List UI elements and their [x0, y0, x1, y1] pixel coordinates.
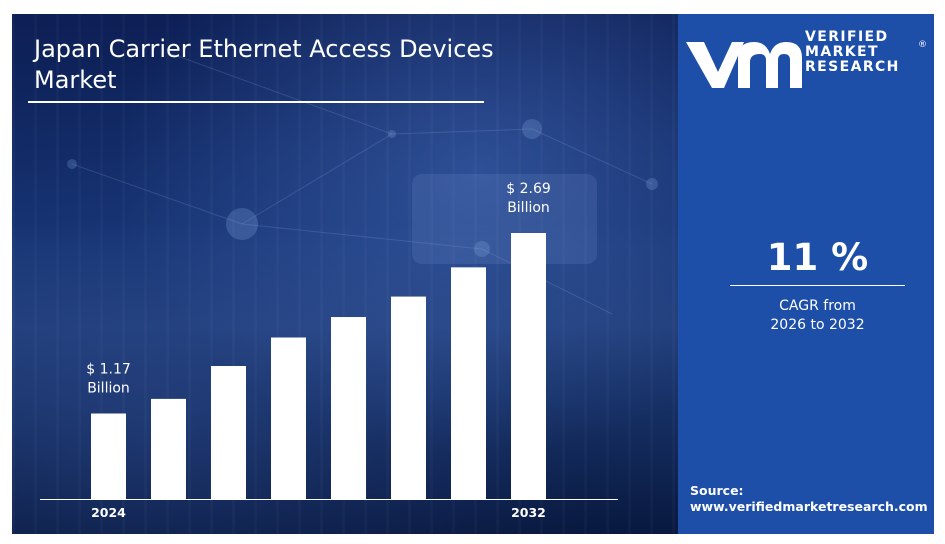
- page-title: Japan Carrier Ethernet Access Devices Ma…: [34, 35, 494, 94]
- data-label-7-line2: Billion: [507, 200, 550, 216]
- bar-5: [391, 296, 426, 499]
- data-label-0-line1: $ 1.17: [86, 362, 131, 378]
- brand-line-market: MARKET: [805, 44, 879, 60]
- bar-6: [451, 267, 486, 499]
- summary-panel: [678, 14, 934, 534]
- infographic-frame: [12, 14, 934, 534]
- x-tick-label-0: 2024: [91, 505, 126, 520]
- network-decoration: [67, 53, 658, 315]
- bar-7: [511, 233, 546, 499]
- vmr-logo-icon: [686, 42, 802, 88]
- source-label: Source:: [690, 483, 744, 498]
- bar-2: [211, 366, 246, 499]
- brand-line-verified: VERIFIED: [805, 29, 889, 45]
- bar-3: [271, 337, 306, 499]
- cagr-value: 11 %: [766, 236, 869, 279]
- x-tick-label-7: 2032: [511, 505, 546, 520]
- registered-mark: ®: [918, 40, 927, 50]
- cagr-label: CAGR from 2026 to 2032: [730, 297, 905, 335]
- bar-0: [91, 413, 126, 499]
- source-url[interactable]: www.verifiedmarketresearch.com: [690, 499, 928, 514]
- brand-line-research: RESEARCH: [805, 59, 900, 75]
- title-underline: [28, 101, 484, 103]
- bar-4: [331, 317, 366, 499]
- data-label-0-line2: Billion: [87, 381, 130, 397]
- cagr-label-line1: CAGR from: [779, 298, 856, 314]
- data-label-7-line1: $ 2.69: [506, 181, 551, 197]
- brand-wordmark: VERIFIED MARKET RESEARCH: [805, 30, 900, 75]
- cagr-divider: [730, 285, 905, 286]
- bar-1: [151, 398, 186, 499]
- chart-panel-background: [12, 14, 678, 534]
- cagr-label-line2: 2026 to 2032: [770, 317, 865, 333]
